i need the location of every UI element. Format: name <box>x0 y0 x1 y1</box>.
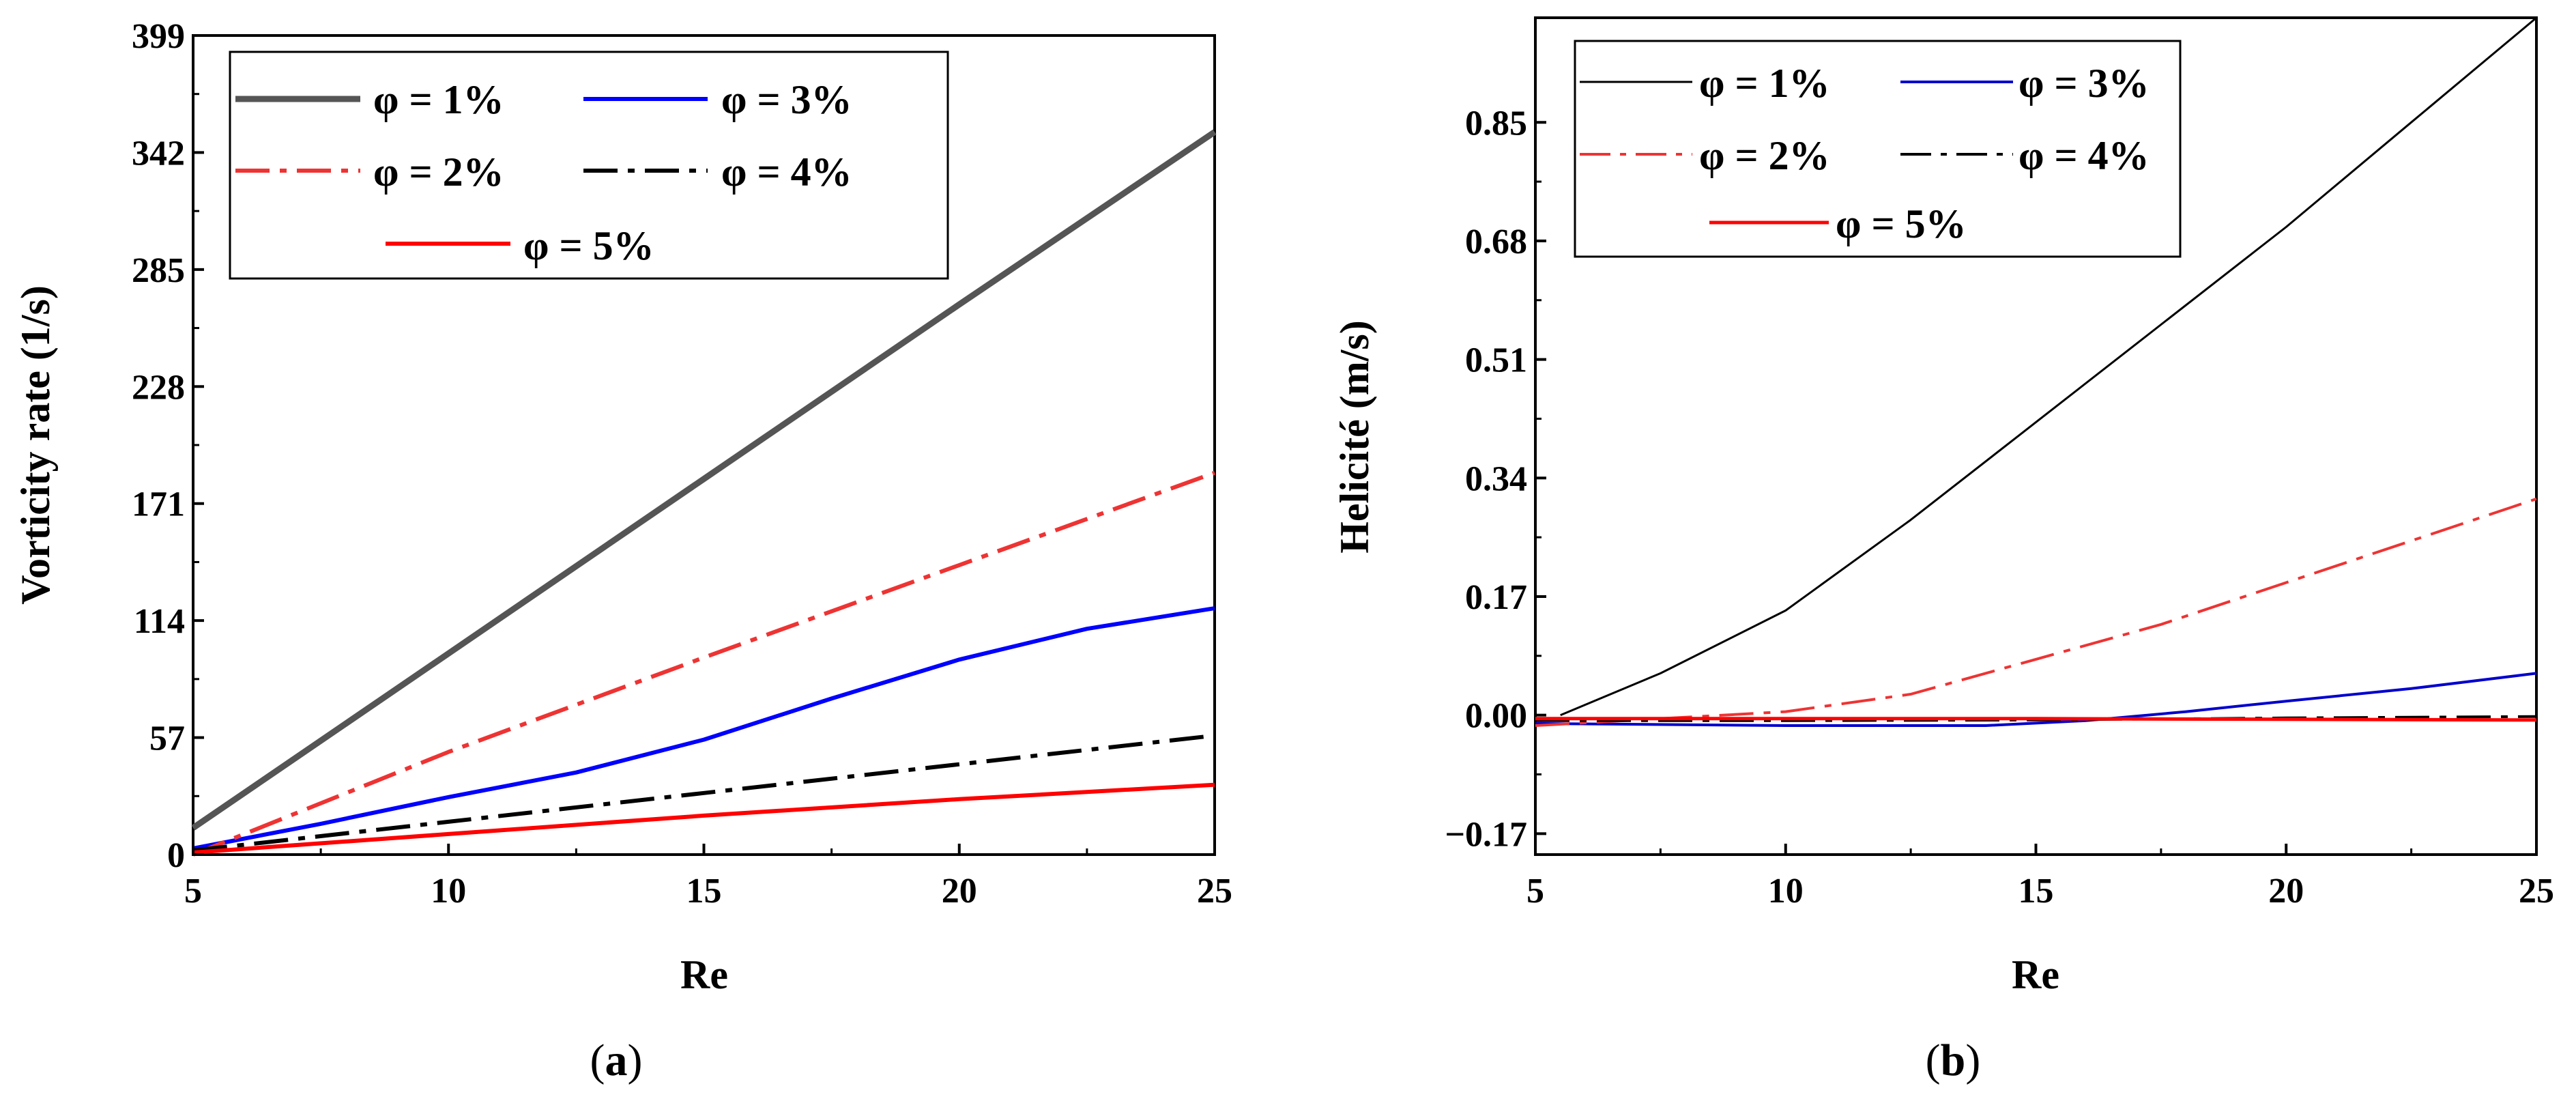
panel-b-x-tick-label: 10 <box>1768 872 1804 911</box>
panel-a-x-tick-label: 10 <box>431 872 466 911</box>
panel-a-legend: φ = 1% φ = 3% φ = 2% φ = 4% φ = 5% <box>229 51 949 280</box>
panel-b-legend-label-phi5: φ = 5% <box>1836 201 1967 246</box>
panel-a-y-axis-title: Vorticity rate (1/s) <box>13 285 58 605</box>
panel-a-series-line-2 <box>192 470 1216 857</box>
panel-b-y-tick-label: 0.17 <box>1465 578 1527 617</box>
panel-b-legend-label-phi4: φ = 4% <box>2018 133 2150 178</box>
panel-a-vorticity-chart: 5 10 15 20 25 0 57 114 171 228 285 342 399 Re Vorti… <box>13 17 1232 1085</box>
panel-b-legend-label-phi1: φ = 1% <box>1699 61 1830 106</box>
panel-b-series-line-2 <box>1535 498 2537 727</box>
panel-b-helicity-chart: 5 10 15 20 25 −0.170.000.170.340.510.680.85 … <box>1332 16 2554 1085</box>
panel-a-x-ticks: 5 10 15 20 25 <box>184 844 1232 911</box>
panel-b-legend-label-phi2: φ = 2% <box>1699 133 1830 178</box>
panel-b-x-tick-label: 15 <box>2018 872 2054 911</box>
panel-b-y-tick-label: 0.34 <box>1465 459 1527 498</box>
panel-b-y-tick-label: 0.68 <box>1465 223 1527 261</box>
panel-a-legend-label-phi5: φ = 5% <box>523 223 654 268</box>
panel-a-legend-label-phi2: φ = 2% <box>373 149 504 195</box>
panel-a-series-line-1 <box>192 606 1215 850</box>
panel-a-y-tick-label: 399 <box>132 17 185 56</box>
panel-b-series-line-0 <box>1560 16 2537 717</box>
panel-a-x-axis-title: Re <box>680 952 728 997</box>
panel-a-series-group <box>191 129 1217 857</box>
panel-b-x-axis-title: Re <box>2012 952 2059 997</box>
panel-a-y-tick-label: 57 <box>149 719 185 758</box>
panel-a-x-tick-label: 20 <box>942 872 977 911</box>
panel-b-x-ticks: 5 10 15 20 25 <box>1526 844 2554 911</box>
panel-a-y-tick-label: 285 <box>132 251 185 290</box>
panel-a-x-tick-label: 15 <box>686 872 722 911</box>
panel-a-series-line-0 <box>191 129 1217 831</box>
panel-b-series-line-4 <box>1535 717 2537 722</box>
panel-b-y-axis-title: Helicité (m/s) <box>1332 320 1377 554</box>
panel-b-x-tick-label: 25 <box>2519 872 2554 911</box>
panel-a-legend-label-phi3: φ = 3% <box>721 77 852 122</box>
panel-b-y-tick-label: 0.00 <box>1465 697 1527 736</box>
panel-a-y-tick-label: 342 <box>132 134 185 173</box>
panel-b-series-group <box>1535 16 2537 727</box>
panel-b-y-tick-label: 0.85 <box>1465 104 1527 143</box>
panel-b-label: (b) <box>1926 1035 1981 1085</box>
panel-a-label-letter: a <box>605 1035 628 1085</box>
panel-b-x-tick-label: 20 <box>2268 872 2304 911</box>
panel-b-x-tick-label: 5 <box>1526 872 1544 911</box>
panel-a-series-line-4 <box>192 782 1215 855</box>
panel-b-y-tick-label: −0.17 <box>1445 815 1527 854</box>
panel-b-legend-box <box>1574 40 2182 258</box>
panel-b-y-ticks: −0.17 0.00 0.17 0.34 0.51 0.68 0.85 <box>1445 104 1546 854</box>
panel-a-label: (a) <box>590 1035 643 1085</box>
panel-a-legend-label-phi1: φ = 1% <box>373 77 504 122</box>
panel-b-legend: φ = 1% φ = 3% φ = 2% φ = 4% φ = 5% <box>1574 40 2182 258</box>
panel-a-y-tick-label: 114 <box>134 602 185 641</box>
panel-a-y-tick-label: 228 <box>132 368 185 407</box>
panel-b-y-tick-label: 0.51 <box>1465 341 1527 380</box>
panel-a-x-tick-label: 5 <box>184 872 202 911</box>
panel-a-y-tick-label: 171 <box>132 485 185 524</box>
panel-b-label-letter: b <box>1941 1035 1966 1085</box>
panel-a-series-line-3 <box>192 733 1215 853</box>
panel-a-legend-box <box>229 51 949 280</box>
panel-b-legend-label-phi3: φ = 3% <box>2018 61 2150 106</box>
panel-a-x-tick-label: 25 <box>1197 872 1232 911</box>
panel-a-legend-label-phi4: φ = 4% <box>721 149 852 195</box>
panel-b-series-line-1 <box>1535 672 2537 727</box>
panel-a-y-ticks: 0 57 114 171 228 285 342 399 <box>132 17 204 875</box>
panel-a-y-tick-label: 0 <box>167 836 185 875</box>
